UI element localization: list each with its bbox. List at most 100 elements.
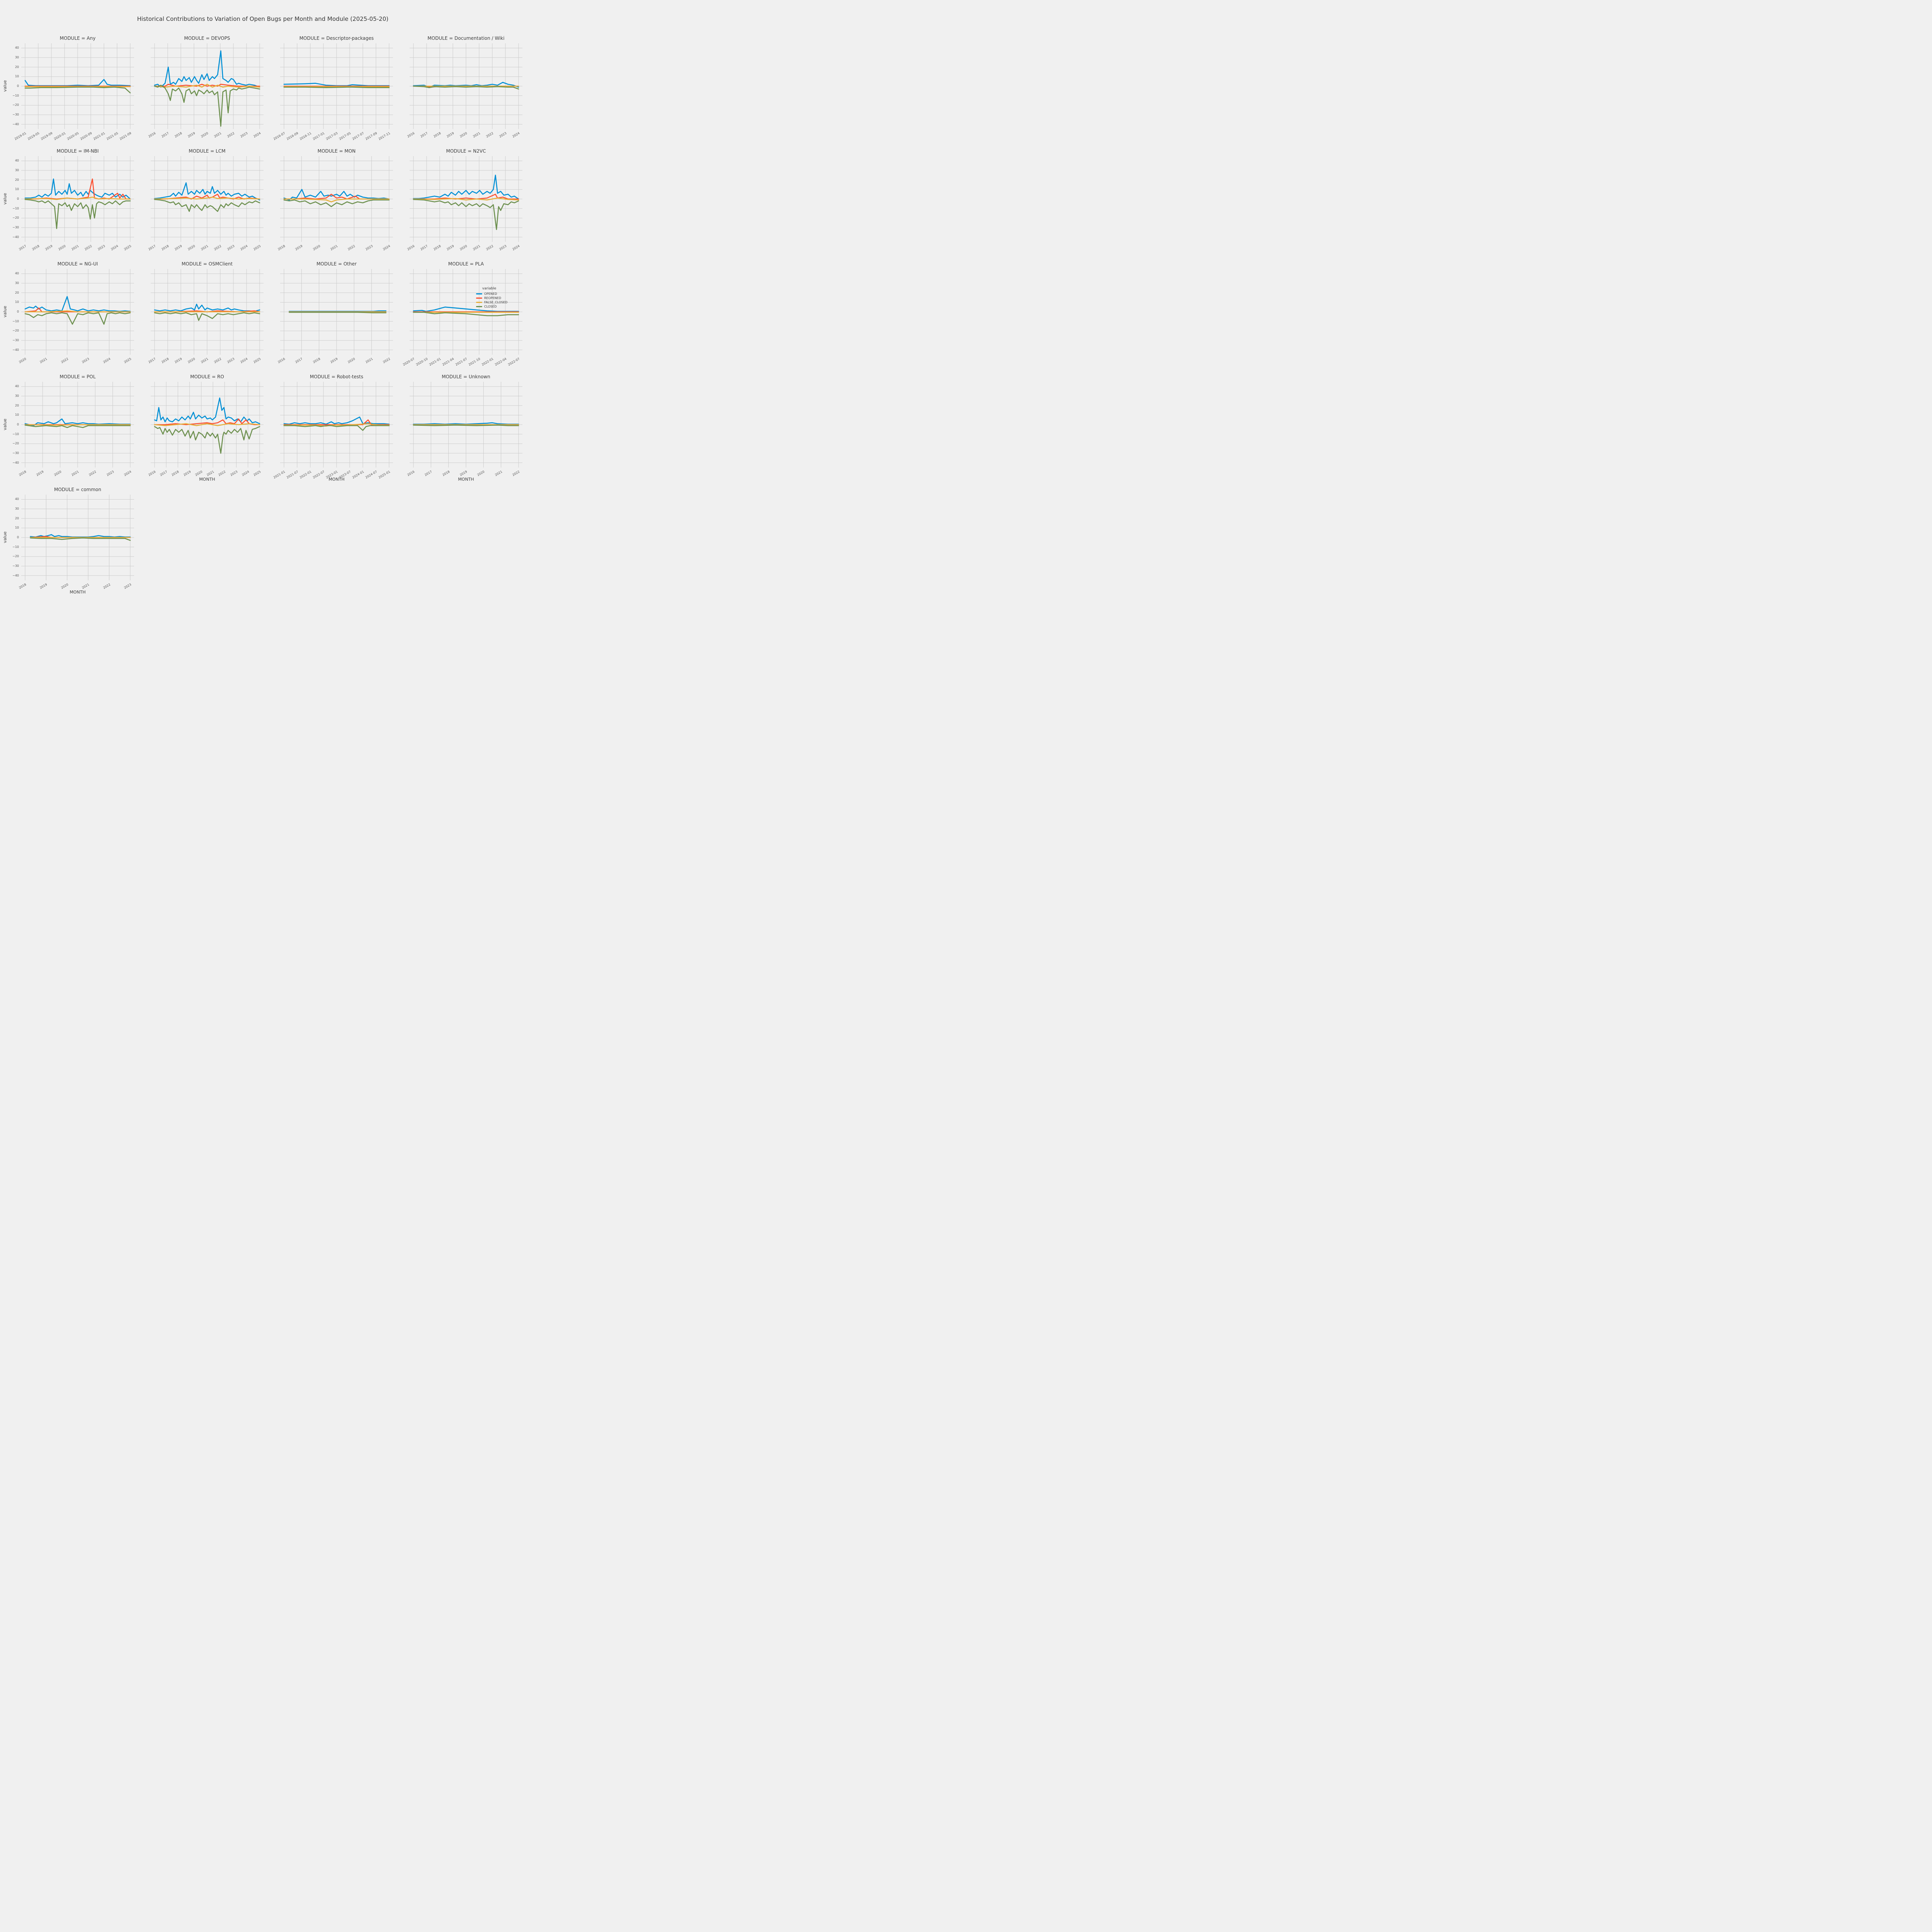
facet-title: MODULE = IM-NBI bbox=[56, 148, 99, 154]
y-axis-label: value bbox=[2, 306, 8, 318]
facet-title: MODULE = PLA bbox=[448, 261, 484, 267]
series-line-false_closed bbox=[24, 196, 131, 200]
series-line-false_closed bbox=[413, 197, 519, 201]
legend-title: variable bbox=[482, 287, 497, 291]
facet-plot: 2016 2017 2018 2019 2020 2021 2022 bbox=[277, 269, 393, 364]
y-tick-label: −10 bbox=[12, 319, 19, 323]
series-line-closed bbox=[283, 199, 390, 207]
x-axis-label: MONTH bbox=[199, 477, 215, 482]
y-tick-label: −40 bbox=[12, 348, 19, 352]
facet-other: MODULE = Other 2016 2017 2018 2019 2020 2021 2… bbox=[277, 261, 393, 369]
y-tick-label: 10 bbox=[15, 413, 19, 417]
facet-plot: 2017 2018 2019 2020 2021 2022 2023 2024 2025 bbox=[148, 156, 264, 251]
series-line-closed bbox=[413, 311, 519, 316]
x-tick-label: 2025 bbox=[123, 244, 132, 251]
facet-descriptor-packages: MODULE = Descriptor-packages 2016-07 2016… bbox=[273, 36, 393, 143]
facet-chart bbox=[280, 43, 393, 129]
y-axis-label: value bbox=[2, 418, 8, 430]
facet-plot: 2020 2021 2022 2023 2024 2025 −40 −30 −20 −10 0 10 2… bbox=[12, 269, 134, 364]
facet-plot: 2016 2017 2018 2019 2020 2021 2022 2023 2024 2025 bbox=[148, 382, 264, 477]
facet-plot: 2016 2017 2018 2019 2020 2021 2022 2023 2024 bbox=[148, 43, 264, 138]
y-tick-label: −20 bbox=[12, 216, 19, 220]
y-tick-label: −10 bbox=[12, 432, 19, 436]
facet-title: MODULE = Any bbox=[60, 36, 96, 41]
facet-plot: 2017 2018 2019 2020 2021 2022 2023 2024 2025 bbox=[148, 269, 264, 364]
facet-title: MODULE = Unknown bbox=[442, 374, 490, 379]
y-tick-label: 40 bbox=[15, 497, 19, 501]
y-tick-label: 30 bbox=[15, 507, 19, 510]
facet-plot: 2019-01 2019-05 2019-09 2020-01 2020-05 2020-… bbox=[12, 43, 134, 141]
series-line-closed bbox=[24, 424, 131, 428]
legend-label: REOPENED bbox=[484, 296, 501, 300]
facet-plot: 2018 2019 2020 2021 2022 2023 2024 bbox=[277, 156, 393, 251]
opened-line-swatch bbox=[476, 293, 482, 294]
facet-chart bbox=[21, 269, 134, 355]
series-line-closed bbox=[24, 199, 131, 229]
facet-plot: 2020-07 2020-10 2021-01 2021-04 2021-07 2021-… bbox=[402, 269, 522, 367]
series-line-closed bbox=[413, 85, 519, 90]
facet-n2vc: MODULE = N2VC 2016 2017 2018 2019 2020 2021 20… bbox=[406, 148, 522, 256]
facet-title: MODULE = DEVOPS bbox=[184, 36, 230, 41]
facet-osmclient: MODULE = OSMClient 2017 2018 2019 2020 2021 2… bbox=[148, 261, 264, 369]
x-tick-label: 2024 bbox=[512, 244, 520, 251]
x-axis-label: MONTH bbox=[458, 477, 474, 482]
legend-entry-closed: CLOSED bbox=[476, 304, 516, 309]
facet-ng-ui: MODULE = NG-UI 2020 2021 2022 2023 2024 2025−… bbox=[3, 261, 134, 369]
x-tick-label: 2017-11 bbox=[378, 131, 391, 141]
x-tick-label: 2024 bbox=[512, 131, 520, 138]
facet-im-nbi: MODULE = IM-NBI 2017 2018 2019 2020 2021 2022… bbox=[3, 148, 134, 256]
y-tick-label: 20 bbox=[15, 178, 19, 182]
x-tick-label: 2024 bbox=[253, 131, 262, 138]
y-tick-label: 20 bbox=[15, 65, 19, 69]
facet-title: MODULE = Robot-tests bbox=[310, 374, 364, 379]
y-tick-label: −10 bbox=[12, 545, 19, 549]
y-tick-label: −30 bbox=[12, 226, 19, 229]
y-tick-label: −20 bbox=[12, 554, 19, 558]
y-tick-label: 0 bbox=[17, 423, 19, 426]
y-tick-label: 30 bbox=[15, 168, 19, 172]
y-tick-label: −30 bbox=[12, 338, 19, 342]
facet-title: MODULE = OSMClient bbox=[182, 261, 233, 267]
y-tick-label: −20 bbox=[12, 442, 19, 446]
y-tick-label: 0 bbox=[17, 310, 19, 313]
x-axis-label: MONTH bbox=[328, 477, 345, 482]
series-line-opened bbox=[413, 174, 519, 200]
false-closed-line-swatch bbox=[476, 302, 482, 303]
series-line-opened bbox=[413, 82, 519, 88]
y-tick-label: −20 bbox=[12, 103, 19, 107]
series-line-false_closed bbox=[283, 198, 390, 202]
legend-label: FALSE_CLOSED bbox=[484, 301, 508, 304]
facet-grid: MODULE = Any 2019-01 2019-05 2019-09 2020-0… bbox=[3, 36, 522, 595]
series-line-closed bbox=[154, 312, 260, 321]
y-tick-label: −40 bbox=[12, 235, 19, 239]
facet-pla: MODULE = PLA 2020-07 2020-10 2021-01 2021-0… bbox=[402, 261, 522, 369]
x-axis-label: MONTH bbox=[70, 590, 86, 595]
facet-plot: 2021-01 2021-07 2022-01 2022-07 2023-01 2023-… bbox=[273, 382, 393, 480]
facet-plot: 2017 2018 2019 2020 2021 2022 2023 2024 2025 −40−… bbox=[12, 156, 134, 251]
legend-entry-reopened: REOPENED bbox=[476, 296, 516, 300]
y-tick-label: 40 bbox=[15, 272, 19, 276]
facet-chart bbox=[21, 382, 134, 468]
y-tick-label: 40 bbox=[15, 384, 19, 388]
facet-chart bbox=[21, 43, 134, 129]
y-tick-label: 30 bbox=[15, 281, 19, 285]
facet-plot: 2016 2017 2018 2019 2020 2021 2022 2023 2024 bbox=[406, 156, 522, 251]
y-tick-label: −10 bbox=[12, 206, 19, 210]
series-line-reopened bbox=[413, 194, 519, 200]
facet-chart bbox=[21, 495, 134, 580]
y-tick-label: −30 bbox=[12, 113, 19, 116]
y-tick-label: −40 bbox=[12, 122, 19, 126]
series-line-closed bbox=[154, 199, 260, 212]
y-axis-label: value bbox=[2, 193, 8, 205]
series-line-reopened bbox=[154, 418, 260, 425]
facet-title: MODULE = Documentation / Wiki bbox=[427, 36, 505, 41]
facet-title: MODULE = common bbox=[54, 487, 102, 492]
y-tick-label: −30 bbox=[12, 451, 19, 455]
series-line-false_closed bbox=[154, 83, 260, 88]
x-tick-label: 2025 bbox=[253, 357, 262, 364]
reopened-line-swatch bbox=[476, 298, 482, 299]
y-axis-label: value bbox=[2, 80, 8, 92]
legend-entry-false-closed: FALSE_CLOSED bbox=[476, 300, 516, 304]
facet-documentation-wiki: MODULE = Documentation / Wiki 2016 2017 20… bbox=[406, 36, 522, 143]
series-line-false_closed bbox=[154, 196, 260, 200]
